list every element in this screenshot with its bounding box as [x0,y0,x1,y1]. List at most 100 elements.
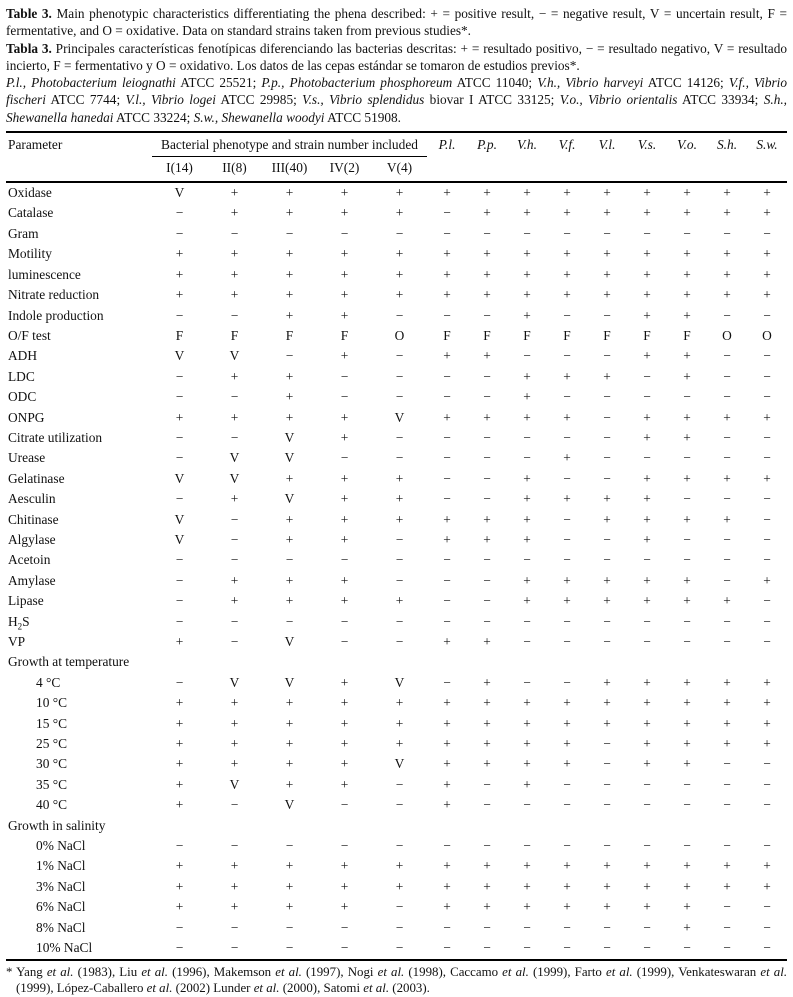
row-label: Motility [8,246,52,262]
value-cell: + [285,776,294,792]
value-cell: + [230,246,239,262]
value-cell: V [284,429,295,445]
text-segment: V.s., Vibrio splendidus [302,92,425,108]
text-segment: et al. [141,964,168,979]
value-cell: + [483,246,491,262]
text-segment: et al. [605,964,633,979]
table-row: ODC − − + − − − − + − − − − − − [6,387,787,407]
value-cell: − [175,389,184,405]
text-segment: ATCC 33934; [677,92,764,108]
row-label: LDC [8,368,35,384]
text-segment: (1983), Liu [73,964,142,979]
value-cell: + [340,878,349,894]
value-cell: + [523,491,531,507]
value-cell: F [483,327,491,343]
row-label: VP [8,634,26,650]
table-row: 10% NaCl − − − − − − − − − − − − − − [6,938,787,959]
value-cell: − [763,756,771,772]
value-cell: − [230,919,239,935]
row-label: 15 °C [36,715,68,731]
value-cell: + [340,246,349,262]
value-cell: + [523,287,531,303]
section-row: Growth at temperature [6,652,787,672]
value-cell: − [483,797,491,813]
value-cell: + [643,756,651,772]
value-cell: + [723,266,731,282]
value-cell: − [395,307,404,323]
table-row: 15 °C + + + + + + + + + + + + + + [6,714,787,734]
value-cell: + [683,368,691,384]
value-cell: − [230,797,239,813]
table-row: 8% NaCl − − − − − − − − − − − + − − [6,918,787,938]
value-cell: + [340,531,349,547]
value-cell: + [483,878,491,894]
row-label: Amylase [8,572,56,588]
text-segment: et al. [760,964,788,979]
value-cell: − [723,368,731,384]
value-cell: + [683,287,691,303]
value-cell: F [175,327,184,343]
value-cell: + [683,756,691,772]
value-cell: + [340,287,349,303]
value-cell: + [563,409,571,425]
value-cell: − [395,389,404,405]
value-cell: + [340,715,349,731]
value-cell: + [643,205,651,221]
value-cell: + [683,899,691,915]
text-segment: P.l., Photobacterium leiognathi [6,75,176,91]
row-label: H2S [6,612,152,632]
value-cell: − [443,470,451,486]
value-cell: − [175,919,184,935]
row-label: Oxidase [8,185,52,201]
caption-block: Table 3. Main phenotypic characteristics… [6,5,787,126]
value-cell: − [723,552,731,568]
value-cell: − [395,450,404,466]
text-segment: S [22,613,30,629]
value-cell: + [603,368,611,384]
value-cell: V [229,450,240,466]
value-cell: − [443,919,451,935]
row-label: Citrate utilization [8,429,103,445]
text-segment: et al. [46,964,74,979]
value-cell: + [285,205,294,221]
value-cell: + [443,695,451,711]
value-cell: + [563,715,571,731]
value-cell: − [443,838,451,854]
value-cell: − [563,225,571,241]
table-row: 30 °C + + + + V + + + + − + + − − [6,754,787,774]
value-cell: − [340,368,349,384]
value-cell: − [285,348,294,364]
value-cell: + [340,266,349,282]
value-cell: + [563,368,571,384]
col-header-group: Bacterial phenotype and strain number in… [152,132,427,158]
value-cell: − [563,919,571,935]
value-cell: + [443,246,451,262]
value-cell: + [763,246,771,262]
value-cell: + [723,878,731,894]
value-cell: + [523,899,531,915]
value-cell: + [683,246,691,262]
value-cell: − [763,429,771,445]
value-cell: V [229,776,240,792]
value-cell: + [723,246,731,262]
value-cell: − [723,491,731,507]
value-cell: − [603,838,611,854]
header-row-phena: I(14) II(8) III(40) IV(2) V(4) [6,156,787,184]
value-cell: + [563,491,571,507]
value-cell: + [643,531,651,547]
value-cell: − [603,634,611,650]
value-cell: + [285,756,294,772]
value-cell: + [443,858,451,874]
value-cell: + [683,878,691,894]
value-cell: + [563,878,571,894]
value-cell: − [285,613,294,629]
text-segment: P.p., Photobacterium phosphoreum [261,75,453,91]
group-header-label: Bacterial phenotype and strain number in… [161,137,418,153]
value-cell: + [683,858,691,874]
value-cell: + [340,348,349,364]
value-cell: + [340,429,349,445]
value-cell: − [395,552,404,568]
value-cell: − [683,225,691,241]
value-cell: + [723,287,731,303]
value-cell: − [340,940,349,956]
